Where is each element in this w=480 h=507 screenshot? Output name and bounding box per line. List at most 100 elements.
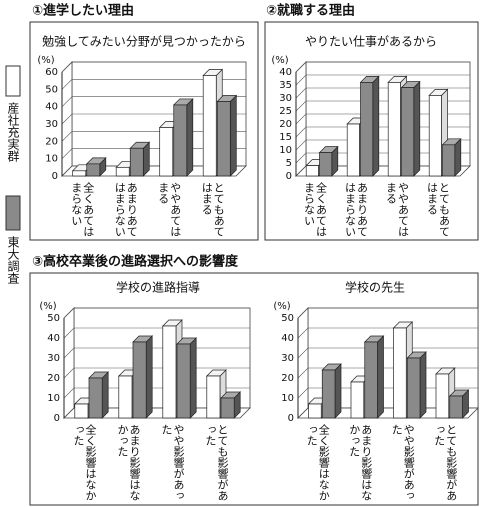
- x-tick-label: とても影響があった: [432, 424, 458, 501]
- bar-front: [305, 165, 319, 177]
- grid-line: [297, 347, 478, 359]
- bar-front: [115, 166, 130, 177]
- grid-line: [63, 327, 250, 339]
- y-tick-label: 30: [279, 93, 292, 104]
- x-tick-label: とても影響があった: [204, 424, 229, 501]
- y-tick-label: 0: [286, 171, 292, 182]
- y-tick-label: 15: [279, 132, 292, 143]
- y-tick-label: 10: [45, 154, 58, 165]
- bar-front: [206, 375, 221, 419]
- bar: [220, 391, 242, 419]
- chart-title: やりたい仕事があるから: [305, 34, 437, 49]
- x-tick-label: あまり影響はなかった: [116, 424, 141, 501]
- bar-front: [216, 101, 231, 177]
- bar-side: [334, 363, 342, 419]
- bar: [359, 75, 380, 177]
- axis-label: (%): [273, 301, 290, 312]
- bar: [176, 337, 198, 419]
- panel: [264, 21, 479, 241]
- y-tick-label: 20: [281, 373, 294, 384]
- bar-front: [346, 123, 360, 177]
- bar-side: [145, 335, 153, 419]
- bar-front: [360, 82, 374, 177]
- y-tick-label: 30: [45, 119, 58, 130]
- x-tick-label: 全くあてはまらない: [302, 182, 328, 237]
- x-tick-label: ややあてはまる: [156, 182, 182, 237]
- bar-front: [321, 369, 336, 419]
- bar-front: [319, 152, 333, 177]
- y-tick-label: 20: [47, 373, 60, 384]
- y-tick-label: 25: [279, 106, 292, 117]
- bar-side: [419, 351, 427, 419]
- x-tick-label: 全く影響はなかった: [72, 424, 97, 501]
- grid-line: [61, 96, 246, 107]
- bar-front: [202, 75, 217, 177]
- y-tick-label: 20: [45, 136, 58, 147]
- bar-side: [372, 75, 380, 177]
- y-tick-label: 0: [52, 171, 58, 182]
- y-tick-label: 30: [281, 353, 294, 364]
- x-tick-label: あまり影響はなかった: [347, 424, 373, 501]
- y-tick-label: 40: [45, 102, 58, 113]
- bar-front: [350, 381, 365, 419]
- section-title: ③高校卒業後の進路選択への影響度: [32, 254, 239, 270]
- y-tick-label: 50: [47, 313, 60, 324]
- axis-label: (%): [37, 55, 54, 66]
- bar: [448, 389, 470, 419]
- section-title: ①進学したい理由: [32, 3, 134, 19]
- bar: [85, 157, 107, 177]
- bar: [216, 94, 238, 177]
- bar-front: [364, 341, 378, 419]
- bar-front: [406, 357, 421, 419]
- y-tick-label: 50: [45, 84, 58, 95]
- y-tick-label: 0: [288, 413, 294, 424]
- chart-title: 学校の先生: [345, 280, 405, 295]
- chart-title: 学校の進路指導: [116, 280, 200, 295]
- bar: [321, 363, 342, 419]
- legend-label: 東大調査: [6, 236, 20, 284]
- grid-line: [61, 79, 246, 90]
- bar-front: [173, 104, 188, 177]
- bar-side: [413, 80, 421, 177]
- legend-swatch: [5, 195, 21, 231]
- side-wall: [297, 307, 309, 419]
- chart-title: 勉強してみたい分野が見つかったから: [42, 34, 246, 49]
- y-tick-label: 10: [47, 393, 60, 404]
- y-tick-label: 5: [286, 158, 292, 169]
- side-wall: [63, 307, 75, 419]
- x-tick-label: やや影響があった: [160, 424, 185, 501]
- bar-side: [229, 94, 237, 177]
- y-tick-label: 60: [45, 67, 58, 78]
- x-tick-label: やや影響があった: [390, 424, 416, 501]
- y-tick-label: 30: [47, 353, 60, 364]
- bar: [400, 80, 421, 177]
- y-tick-label: 10: [281, 393, 294, 404]
- bar-front: [176, 343, 191, 419]
- bar-front: [308, 403, 322, 419]
- grid-line: [297, 327, 478, 339]
- bar-front: [442, 144, 456, 177]
- grid-line: [295, 61, 470, 73]
- bar: [172, 98, 194, 177]
- grid-line: [297, 307, 478, 319]
- bar-front: [118, 375, 133, 419]
- grid-line: [61, 61, 246, 73]
- bar-front: [393, 327, 407, 419]
- bar-front: [132, 341, 147, 419]
- bar-front: [387, 82, 401, 177]
- bar-front: [74, 403, 89, 419]
- bar-side: [189, 337, 197, 419]
- bar: [318, 145, 339, 177]
- bar-front: [129, 147, 144, 177]
- bar: [132, 335, 154, 419]
- y-tick-label: 40: [279, 67, 292, 78]
- y-tick-label: 40: [47, 333, 60, 344]
- bar-front: [449, 395, 463, 419]
- bar-front: [428, 95, 442, 177]
- bar-front: [72, 170, 87, 177]
- x-tick-label: とてもあてはまる: [425, 182, 451, 237]
- y-tick-label: 0: [54, 413, 60, 424]
- bar-front: [159, 127, 174, 177]
